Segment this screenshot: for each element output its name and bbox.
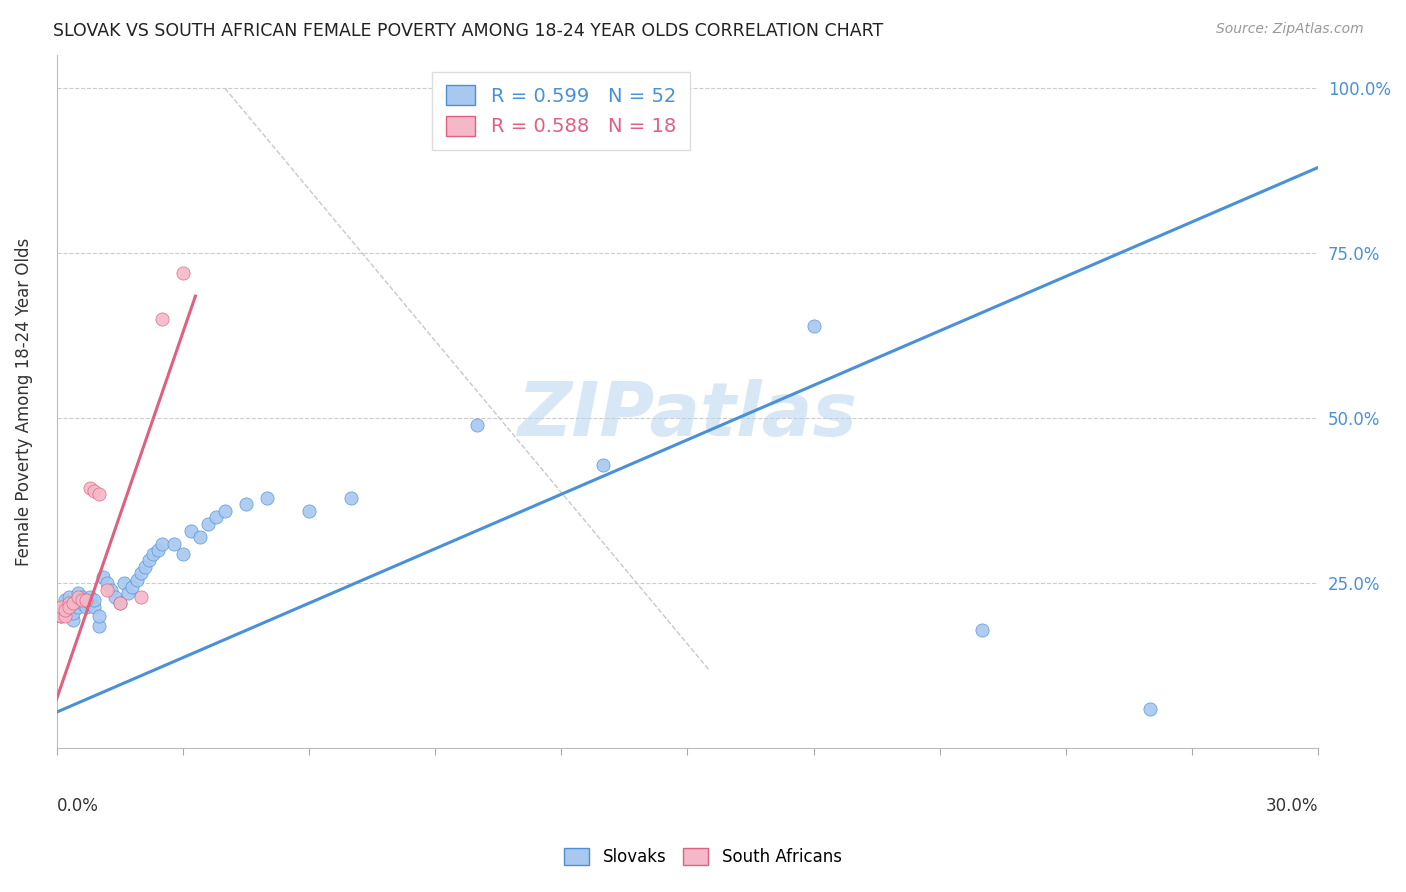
Point	[91, 570, 114, 584]
Point	[150, 537, 173, 551]
Point	[53, 593, 76, 607]
Point	[62, 613, 84, 627]
Point	[163, 537, 186, 551]
Point	[87, 609, 110, 624]
Point	[66, 590, 89, 604]
Point	[49, 609, 72, 624]
Point	[75, 593, 97, 607]
Legend: Slovaks, South Africans: Slovaks, South Africans	[558, 841, 848, 873]
Point	[58, 603, 80, 617]
Text: ZIPatlas: ZIPatlas	[517, 379, 858, 452]
Text: 30.0%: 30.0%	[1265, 797, 1319, 815]
Point	[79, 481, 101, 495]
Point	[96, 582, 118, 597]
Point	[970, 623, 993, 637]
Point	[70, 593, 93, 607]
Point	[125, 573, 148, 587]
Point	[70, 590, 93, 604]
Point	[87, 619, 110, 633]
Point	[129, 566, 152, 581]
Point	[134, 560, 156, 574]
Point	[214, 504, 236, 518]
Point	[129, 590, 152, 604]
Y-axis label: Female Poverty Among 18-24 Year Olds: Female Poverty Among 18-24 Year Olds	[15, 237, 32, 566]
Point	[53, 603, 76, 617]
Point	[256, 491, 278, 505]
Point	[121, 580, 143, 594]
Point	[100, 582, 122, 597]
Point	[142, 547, 165, 561]
Point	[138, 553, 160, 567]
Point	[340, 491, 363, 505]
Point	[108, 596, 131, 610]
Point	[58, 599, 80, 614]
Point	[49, 609, 72, 624]
Point	[58, 590, 80, 604]
Point	[150, 312, 173, 326]
Legend: R = 0.599   N = 52, R = 0.588   N = 18: R = 0.599 N = 52, R = 0.588 N = 18	[432, 71, 689, 150]
Point	[83, 593, 105, 607]
Point	[172, 266, 194, 280]
Point	[803, 318, 825, 333]
Point	[87, 487, 110, 501]
Point	[112, 576, 135, 591]
Point	[79, 590, 101, 604]
Point	[146, 543, 169, 558]
Point	[298, 504, 321, 518]
Point	[96, 576, 118, 591]
Point	[53, 609, 76, 624]
Point	[104, 590, 127, 604]
Point	[49, 599, 72, 614]
Point	[117, 586, 139, 600]
Point	[1139, 702, 1161, 716]
Point	[75, 593, 97, 607]
Point	[66, 593, 89, 607]
Point	[180, 524, 202, 538]
Point	[70, 596, 93, 610]
Point	[172, 547, 194, 561]
Point	[108, 596, 131, 610]
Point	[592, 458, 614, 472]
Point	[66, 586, 89, 600]
Point	[188, 530, 211, 544]
Point	[235, 497, 257, 511]
Point	[197, 516, 219, 531]
Point	[465, 417, 488, 432]
Point	[58, 596, 80, 610]
Point	[62, 606, 84, 620]
Point	[83, 483, 105, 498]
Point	[205, 510, 228, 524]
Point	[53, 599, 76, 614]
Point	[62, 596, 84, 610]
Point	[83, 599, 105, 614]
Point	[75, 599, 97, 614]
Text: 0.0%: 0.0%	[56, 797, 98, 815]
Text: SLOVAK VS SOUTH AFRICAN FEMALE POVERTY AMONG 18-24 YEAR OLDS CORRELATION CHART: SLOVAK VS SOUTH AFRICAN FEMALE POVERTY A…	[53, 22, 884, 40]
Text: Source: ZipAtlas.com: Source: ZipAtlas.com	[1216, 22, 1364, 37]
Point	[66, 599, 89, 614]
Point	[79, 596, 101, 610]
Point	[58, 596, 80, 610]
